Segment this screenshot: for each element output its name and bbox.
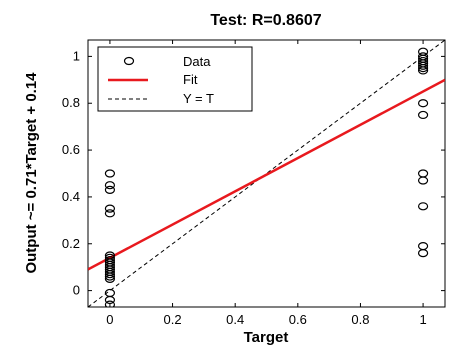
- chart-title: Test: R=0.8607: [210, 12, 321, 29]
- y-tick-label: 0.6: [62, 142, 80, 157]
- data-point: [104, 181, 116, 190]
- legend-fit-label: Fit: [183, 72, 198, 87]
- x-tick-label: 0: [106, 312, 113, 327]
- data-point: [417, 99, 429, 108]
- data-point: [104, 270, 116, 279]
- legend: Data Fit Y = T: [97, 46, 253, 112]
- data-points: [104, 47, 429, 307]
- fit-line: [88, 78, 445, 271]
- y-tick-label: 0.2: [62, 236, 80, 251]
- data-point: [104, 185, 116, 194]
- data-point: [417, 61, 429, 70]
- data-point: [417, 66, 429, 75]
- y-tick-label: 1: [73, 48, 80, 63]
- data-point: [104, 169, 116, 178]
- data-point: [104, 204, 116, 213]
- data-point: [104, 274, 116, 283]
- data-point: [104, 300, 116, 307]
- data-point: [104, 295, 116, 305]
- x-tick-label: 0.4: [226, 312, 244, 327]
- data-point: [104, 209, 116, 218]
- x-tick-label: 0.8: [351, 312, 369, 327]
- legend-data-marker: [123, 56, 135, 66]
- data-point: [104, 272, 116, 281]
- x-tick-label: 0.6: [289, 312, 307, 327]
- x-tick-label: 1: [419, 312, 426, 327]
- x-tick-label: 0.2: [164, 312, 182, 327]
- y-axis-ticks: 0 0.2 0.4 0.6 0.8 1: [62, 48, 445, 298]
- y-tick-label: 0.4: [62, 189, 80, 204]
- data-point: [417, 64, 429, 73]
- y-tick-label: 0.8: [62, 95, 80, 110]
- x-axis-label: Target: [244, 329, 289, 346]
- y-axis-label: Output ~= 0.71*Target + 0.14: [23, 72, 40, 274]
- legend-reference-label: Y = T: [183, 91, 214, 106]
- y-tick-label: 0: [73, 283, 80, 298]
- data-point: [417, 249, 429, 258]
- reference-line-y-equals-t: [88, 40, 445, 307]
- x-axis-ticks: 0 0.2 0.4 0.6 0.8 1: [106, 40, 427, 327]
- data-point: [417, 110, 429, 120]
- data-point: [417, 176, 429, 185]
- data-point: [417, 202, 429, 211]
- legend-data-label: Data: [183, 54, 211, 69]
